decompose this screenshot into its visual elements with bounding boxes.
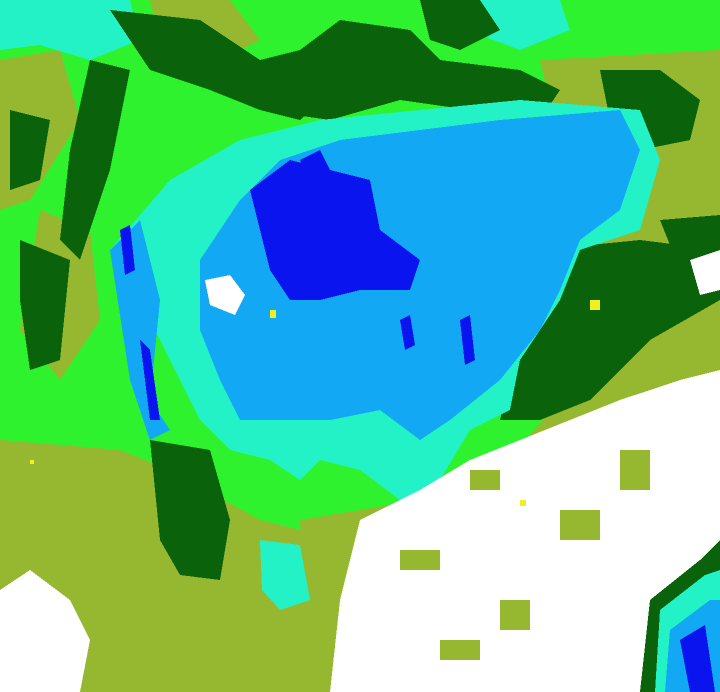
aqua-areas xyxy=(0,0,570,610)
blue-core xyxy=(120,150,475,420)
dark-green-areas xyxy=(10,0,720,580)
olive-specks xyxy=(400,450,650,660)
yellow-specks xyxy=(30,300,600,506)
corner-storm xyxy=(640,540,720,692)
